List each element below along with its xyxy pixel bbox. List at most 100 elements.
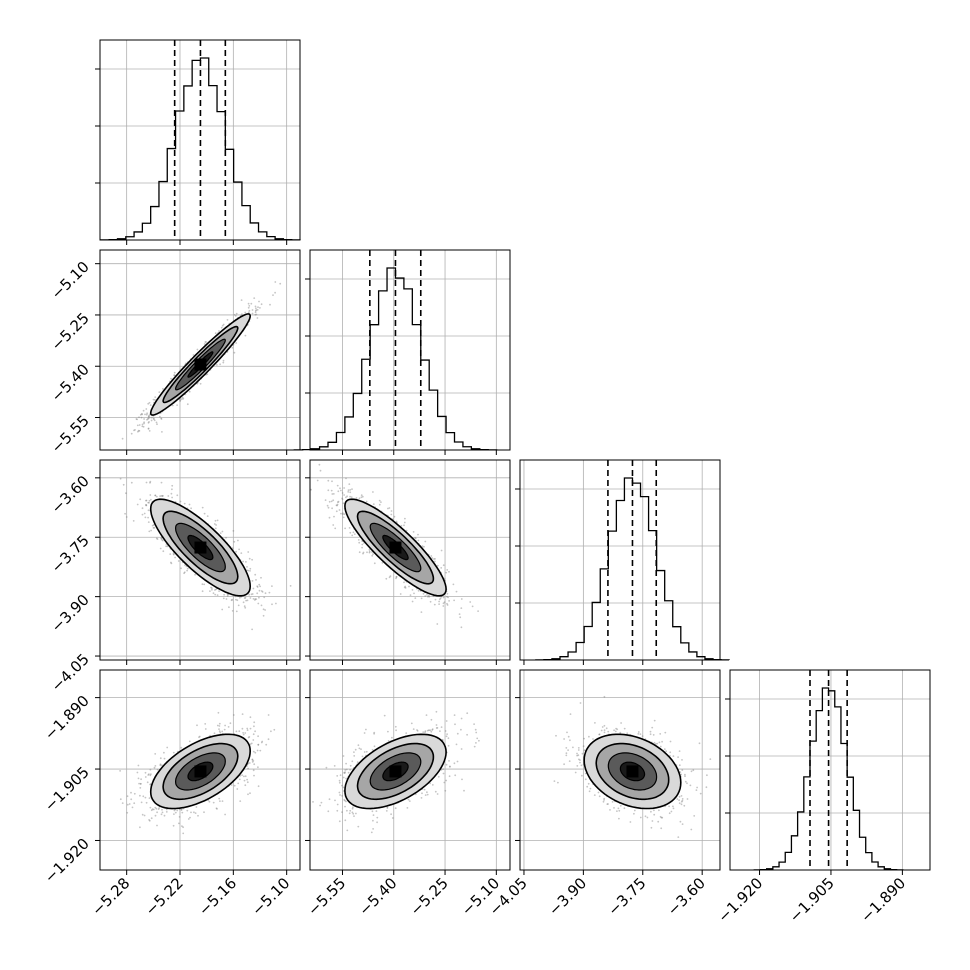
sample-point: [183, 571, 186, 574]
sample-point: [319, 469, 322, 472]
sample-point: [289, 585, 292, 587]
sample-point: [253, 725, 255, 728]
sample-point: [258, 300, 260, 303]
sample-point: [390, 513, 393, 516]
sample-point: [180, 567, 183, 570]
sample-point: [143, 422, 145, 425]
sample-point: [235, 598, 237, 601]
sample-point: [257, 602, 260, 605]
sample-point: [176, 494, 179, 497]
sample-point: [246, 599, 249, 602]
sample-point: [408, 585, 410, 588]
sample-point: [196, 348, 199, 351]
sample-point: [155, 421, 158, 424]
sample-point: [183, 502, 186, 505]
sample-point: [339, 487, 341, 490]
sample-point: [152, 527, 155, 529]
sample-point: [201, 590, 204, 593]
sample-point: [165, 808, 168, 811]
sample-point: [147, 427, 150, 430]
panel-frame: [309, 459, 511, 661]
sample-point: [400, 524, 403, 527]
sample-point: [141, 507, 144, 510]
sample-point: [125, 516, 128, 518]
sample-point: [150, 498, 152, 501]
sample-point: [351, 534, 354, 537]
panel-frame: [729, 669, 931, 871]
sample-point: [233, 540, 236, 543]
sample-point: [142, 409, 145, 412]
sample-point: [220, 326, 223, 329]
sample-point: [344, 527, 346, 530]
sample-point: [381, 561, 384, 564]
sample-point: [269, 303, 271, 306]
sample-point: [353, 533, 356, 535]
sample-point: [156, 538, 159, 540]
sample-point: [271, 603, 273, 606]
sample-point: [147, 509, 150, 512]
sample-point: [197, 814, 199, 817]
sample-point: [136, 424, 139, 427]
sample-point: [341, 513, 344, 516]
sample-point: [179, 400, 181, 402]
panel-content: [119, 477, 292, 631]
sample-point: [244, 334, 247, 337]
sample-point: [214, 589, 216, 591]
sample-point: [342, 516, 345, 519]
sample-point: [161, 538, 163, 541]
sample-point: [442, 564, 445, 567]
sample-point: [150, 529, 153, 532]
sample-point: [154, 399, 156, 401]
histogram-panel-3: [515, 459, 730, 665]
sample-point: [245, 599, 248, 602]
sample-point: [331, 493, 334, 495]
sample-point: [442, 596, 445, 599]
sample-point: [144, 776, 147, 778]
sample-point: [161, 494, 164, 497]
sample-point: [190, 507, 193, 510]
sample-point: [251, 312, 254, 315]
sample-point: [137, 430, 139, 433]
sample-point: [172, 751, 175, 754]
sample-point: [119, 477, 122, 480]
sample-point: [244, 784, 247, 787]
sample-point: [460, 626, 463, 629]
sample-point: [358, 497, 361, 500]
sample-point: [249, 743, 252, 746]
sample-point: [258, 583, 261, 586]
sample-point: [186, 567, 189, 570]
sample-point: [138, 424, 141, 426]
sample-point: [251, 580, 254, 582]
sample-point: [171, 488, 173, 491]
sample-point: [167, 495, 170, 497]
sample-point: [160, 495, 163, 497]
sample-point: [162, 387, 164, 390]
sample-point: [203, 512, 206, 515]
sample-point: [436, 564, 439, 567]
panel-frame: [309, 249, 511, 451]
sample-point: [239, 596, 241, 599]
sample-point: [446, 602, 448, 605]
sample-point: [372, 491, 374, 493]
sample-point: [420, 611, 423, 613]
sample-point: [324, 499, 327, 501]
sample-point: [141, 513, 144, 516]
sample-point: [183, 572, 186, 575]
sample-point: [236, 599, 239, 602]
sample-point: [125, 492, 127, 495]
sample-point: [153, 419, 156, 422]
sample-point: [159, 547, 162, 550]
sample-point: [160, 537, 163, 539]
sample-point: [395, 520, 398, 523]
sample-point: [251, 593, 254, 595]
sample-point: [238, 548, 241, 551]
sample-point: [146, 412, 149, 415]
sample-point: [255, 309, 258, 311]
sample-point: [361, 546, 363, 549]
y-tick-label: −5.25: [48, 309, 93, 354]
sample-point: [137, 764, 140, 767]
sample-point: [252, 598, 255, 600]
sample-point: [458, 613, 461, 615]
sample-point: [422, 592, 425, 595]
sample-point: [395, 577, 397, 580]
